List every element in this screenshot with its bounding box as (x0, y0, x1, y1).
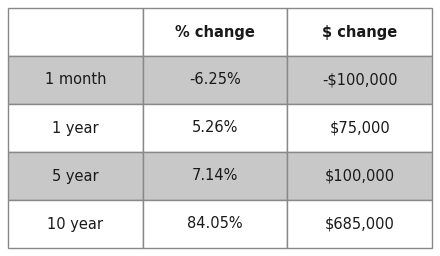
Text: $75,000: $75,000 (329, 121, 390, 135)
Text: -6.25%: -6.25% (189, 72, 241, 88)
Text: 7.14%: 7.14% (192, 168, 238, 184)
Text: 84.05%: 84.05% (187, 217, 243, 231)
Bar (287, 200, 432, 248)
Text: 5.26%: 5.26% (192, 121, 238, 135)
Bar (287, 104, 432, 152)
Bar (143, 104, 287, 152)
Bar (143, 200, 287, 248)
Text: $685,000: $685,000 (325, 217, 395, 231)
Bar (8, 152, 143, 200)
Bar (287, 56, 432, 104)
Bar (143, 8, 287, 56)
Bar (8, 56, 143, 104)
Bar (8, 8, 143, 56)
Text: % change: % change (175, 25, 255, 39)
Bar (143, 152, 287, 200)
Text: $100,000: $100,000 (325, 168, 395, 184)
Text: 10 year: 10 year (48, 217, 103, 231)
Text: -$100,000: -$100,000 (322, 72, 397, 88)
Bar (287, 152, 432, 200)
Text: 1 year: 1 year (52, 121, 99, 135)
Bar (287, 8, 432, 56)
Text: 1 month: 1 month (45, 72, 106, 88)
Text: 5 year: 5 year (52, 168, 99, 184)
Bar (8, 200, 143, 248)
Bar (8, 104, 143, 152)
Bar (143, 56, 287, 104)
Text: $ change: $ change (322, 25, 397, 39)
